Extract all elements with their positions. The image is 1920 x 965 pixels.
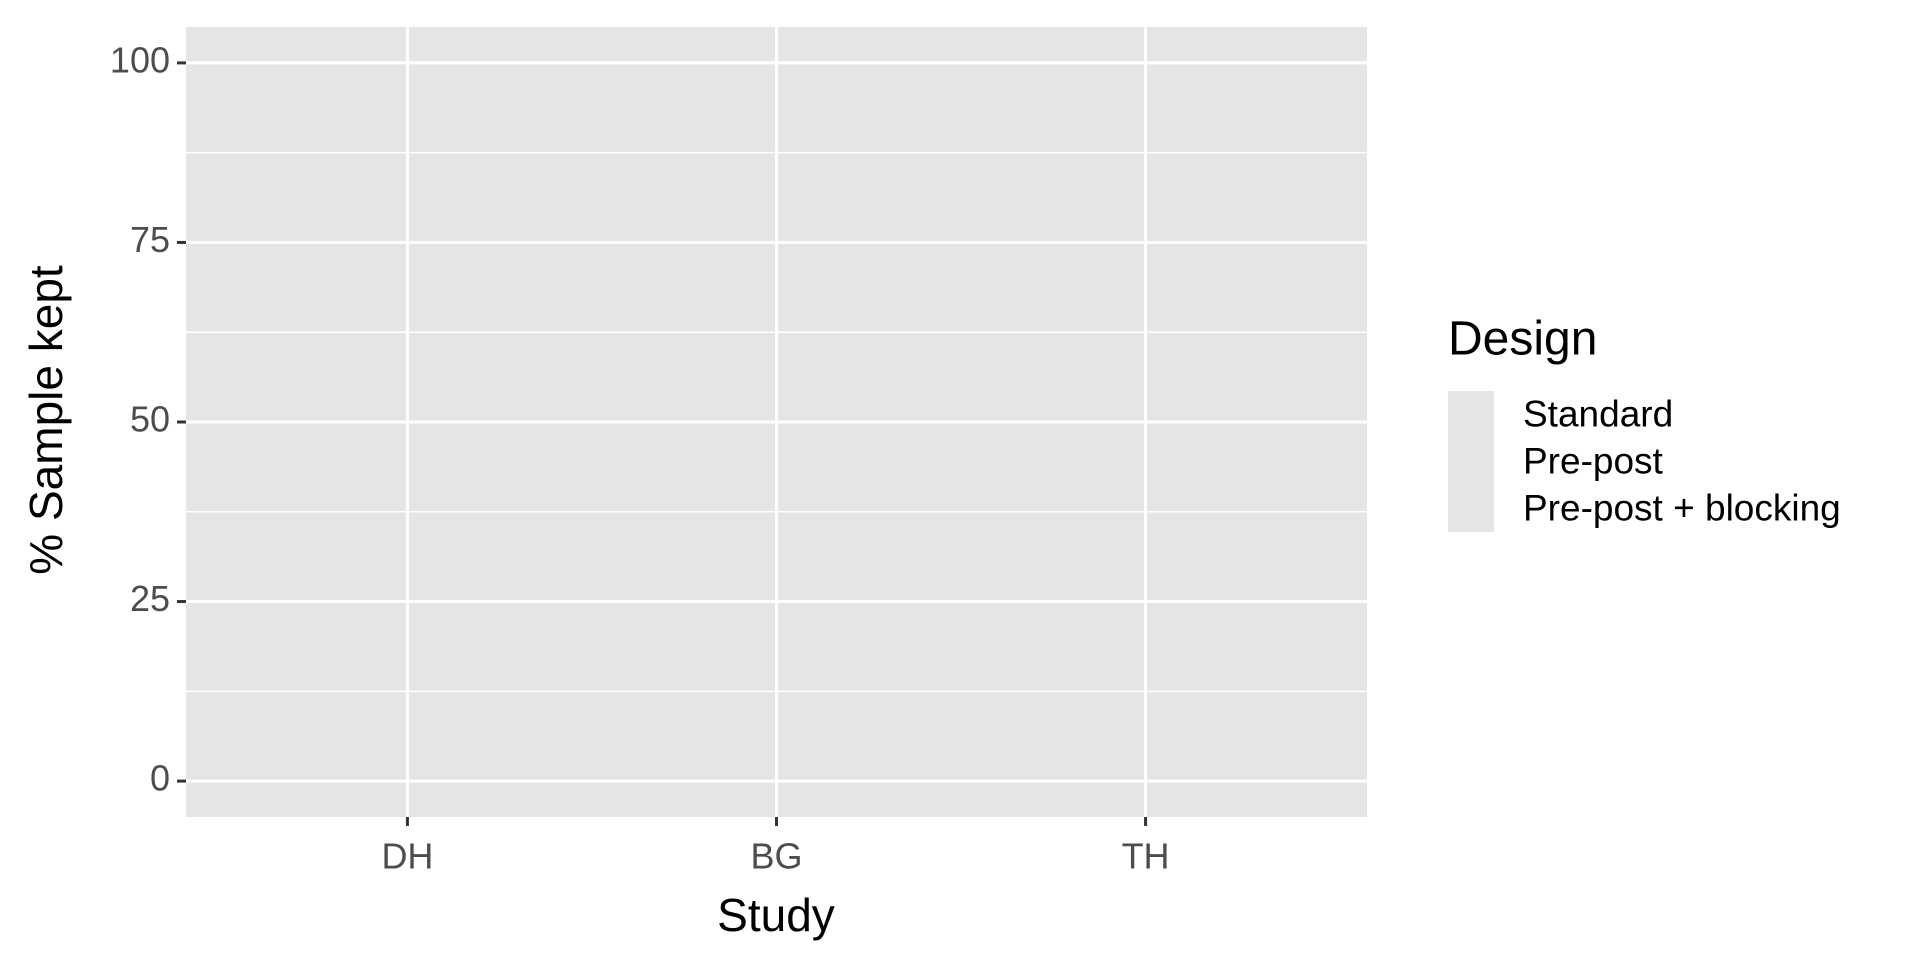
axes: 0 25 50 75 100 DH BG TH [110,39,1170,876]
x-axis-title: Study [717,889,835,941]
x-tick-label: TH [1122,836,1170,877]
legend-key [1448,485,1494,532]
legend-key [1448,438,1494,485]
legend-label: Pre-post + blocking [1523,487,1841,528]
legend-label: Pre-post [1523,440,1664,481]
y-tick-label: 50 [130,399,170,440]
y-tick-label: 75 [130,219,170,260]
legend-title: Design [1448,313,1597,366]
y-axis-title: % Sample kept [20,265,72,575]
y-tick-label: 25 [130,578,170,619]
x-tick-label: DH [381,836,433,877]
grid [186,27,1367,817]
legend-key [1448,391,1494,438]
legend-label: Standard [1523,393,1673,434]
y-tick-label: 100 [110,39,170,80]
legend: Design Standard Pre-post Pre-post + blocki… [1448,313,1841,532]
y-tick-label: 0 [150,758,170,799]
x-tick-label: BG [750,836,802,877]
